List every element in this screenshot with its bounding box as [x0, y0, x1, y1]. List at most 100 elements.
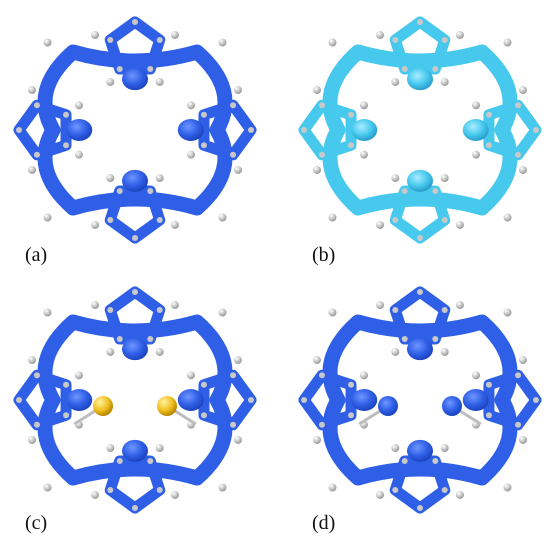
carbon-atom	[33, 151, 40, 158]
hydrogen-atom	[472, 101, 481, 110]
hydrogen-atom	[28, 165, 37, 174]
hydrogen-atom	[233, 435, 242, 444]
hydrogen-atom	[440, 77, 449, 86]
carbon-atom	[417, 505, 423, 511]
carbon-atom	[16, 397, 22, 403]
carbon-atom	[16, 127, 22, 133]
macrocycle-ring	[37, 44, 233, 216]
carbon-atom	[33, 421, 40, 428]
carbon-atom	[230, 421, 237, 428]
hydrogen-atom	[328, 38, 337, 47]
pentagon-ring	[13, 369, 72, 431]
hydrogen-atom	[91, 490, 100, 499]
carbon-atom	[318, 151, 325, 158]
hydrogen-atom	[313, 165, 322, 174]
carbon-atom	[132, 289, 138, 295]
carbon-atom	[147, 66, 154, 73]
hydrogen-atom	[328, 213, 337, 222]
hydrogen-atom	[170, 220, 179, 229]
carbon-atom	[392, 487, 399, 494]
orbital-lobe	[462, 389, 489, 411]
carbon-atom	[230, 151, 237, 158]
hydrogen-atom	[155, 347, 164, 356]
carbon-atom	[63, 412, 70, 419]
carbon-atom	[441, 217, 448, 224]
hydrogen-atom	[233, 165, 242, 174]
carbon-atom	[301, 127, 307, 133]
hydrogen-atom	[391, 77, 400, 86]
carbon-atom	[432, 187, 439, 194]
hydrogen-atom	[455, 220, 464, 229]
hydrogen-atom	[106, 77, 115, 86]
carbon-atom	[147, 336, 154, 343]
hydrogen-atom	[313, 86, 322, 95]
carbon-atom	[147, 187, 154, 194]
hydrogen-atom	[91, 301, 100, 310]
carbon-atom	[485, 381, 492, 388]
central-atom	[93, 396, 113, 416]
hydrogen-atom	[170, 301, 179, 310]
orbital-lobe	[122, 439, 148, 462]
carbon-atom	[485, 111, 492, 118]
carbon-atom	[417, 235, 423, 241]
carbon-atom	[417, 289, 423, 295]
central-atom	[378, 396, 398, 416]
hydrogen-atom	[218, 308, 227, 317]
hydrogen-atom	[518, 356, 527, 365]
macrocycle-ring	[322, 314, 518, 486]
hydrogen-atom	[233, 86, 242, 95]
panel-label-c: (c)	[25, 512, 48, 534]
hydrogen-atom	[455, 301, 464, 310]
hydrogen-atom	[391, 347, 400, 356]
hydrogen-atom	[187, 101, 196, 110]
carbon-atom	[515, 372, 522, 379]
hydrogen-atom	[518, 86, 527, 95]
hydrogen-atom	[472, 150, 481, 159]
orbital-lobe	[351, 389, 378, 411]
central-atom	[442, 396, 462, 416]
carbon-atom	[248, 127, 254, 133]
hydrogen-atom	[503, 308, 512, 317]
carbon-atom	[392, 306, 399, 313]
hydrogen-atom	[74, 101, 83, 110]
carbon-atom	[132, 19, 138, 25]
hydrogen-atom	[187, 371, 196, 380]
panel-label-a: (a)	[25, 244, 48, 266]
pentagon-ring	[198, 99, 257, 161]
carbon-atom	[485, 412, 492, 419]
carbon-atom	[156, 487, 163, 494]
carbon-atom	[432, 336, 439, 343]
carbon-atom	[230, 102, 237, 109]
carbon-atom	[515, 151, 522, 158]
hydrogen-atom	[503, 483, 512, 492]
hydrogen-atom	[518, 435, 527, 444]
carbon-atom	[515, 421, 522, 428]
pentagon-ring	[298, 369, 357, 431]
central-atom	[157, 396, 177, 416]
hydrogen-atom	[28, 435, 37, 444]
carbon-atom	[116, 66, 123, 73]
carbon-atom	[147, 457, 154, 464]
orbital-lobe	[122, 68, 148, 91]
orbital-lobe	[177, 119, 204, 141]
orbital-lobe	[407, 169, 433, 192]
hydrogen-atom	[106, 347, 115, 356]
carbon-atom	[132, 505, 138, 511]
hydrogen-atom	[218, 213, 227, 222]
carbon-atom	[533, 127, 539, 133]
carbon-atom	[156, 217, 163, 224]
carbon-atom	[318, 372, 325, 379]
hydrogen-atom	[170, 490, 179, 499]
hydrogen-atom	[376, 220, 385, 229]
carbon-atom	[401, 336, 408, 343]
hydrogen-atom	[187, 150, 196, 159]
carbon-atom	[200, 381, 207, 388]
carbon-atom	[441, 487, 448, 494]
pentagon-ring	[483, 99, 542, 161]
carbon-atom	[200, 412, 207, 419]
hydrogen-atom	[440, 174, 449, 183]
carbon-atom	[417, 19, 423, 25]
hydrogen-atom	[455, 31, 464, 40]
carbon-atom	[200, 142, 207, 149]
